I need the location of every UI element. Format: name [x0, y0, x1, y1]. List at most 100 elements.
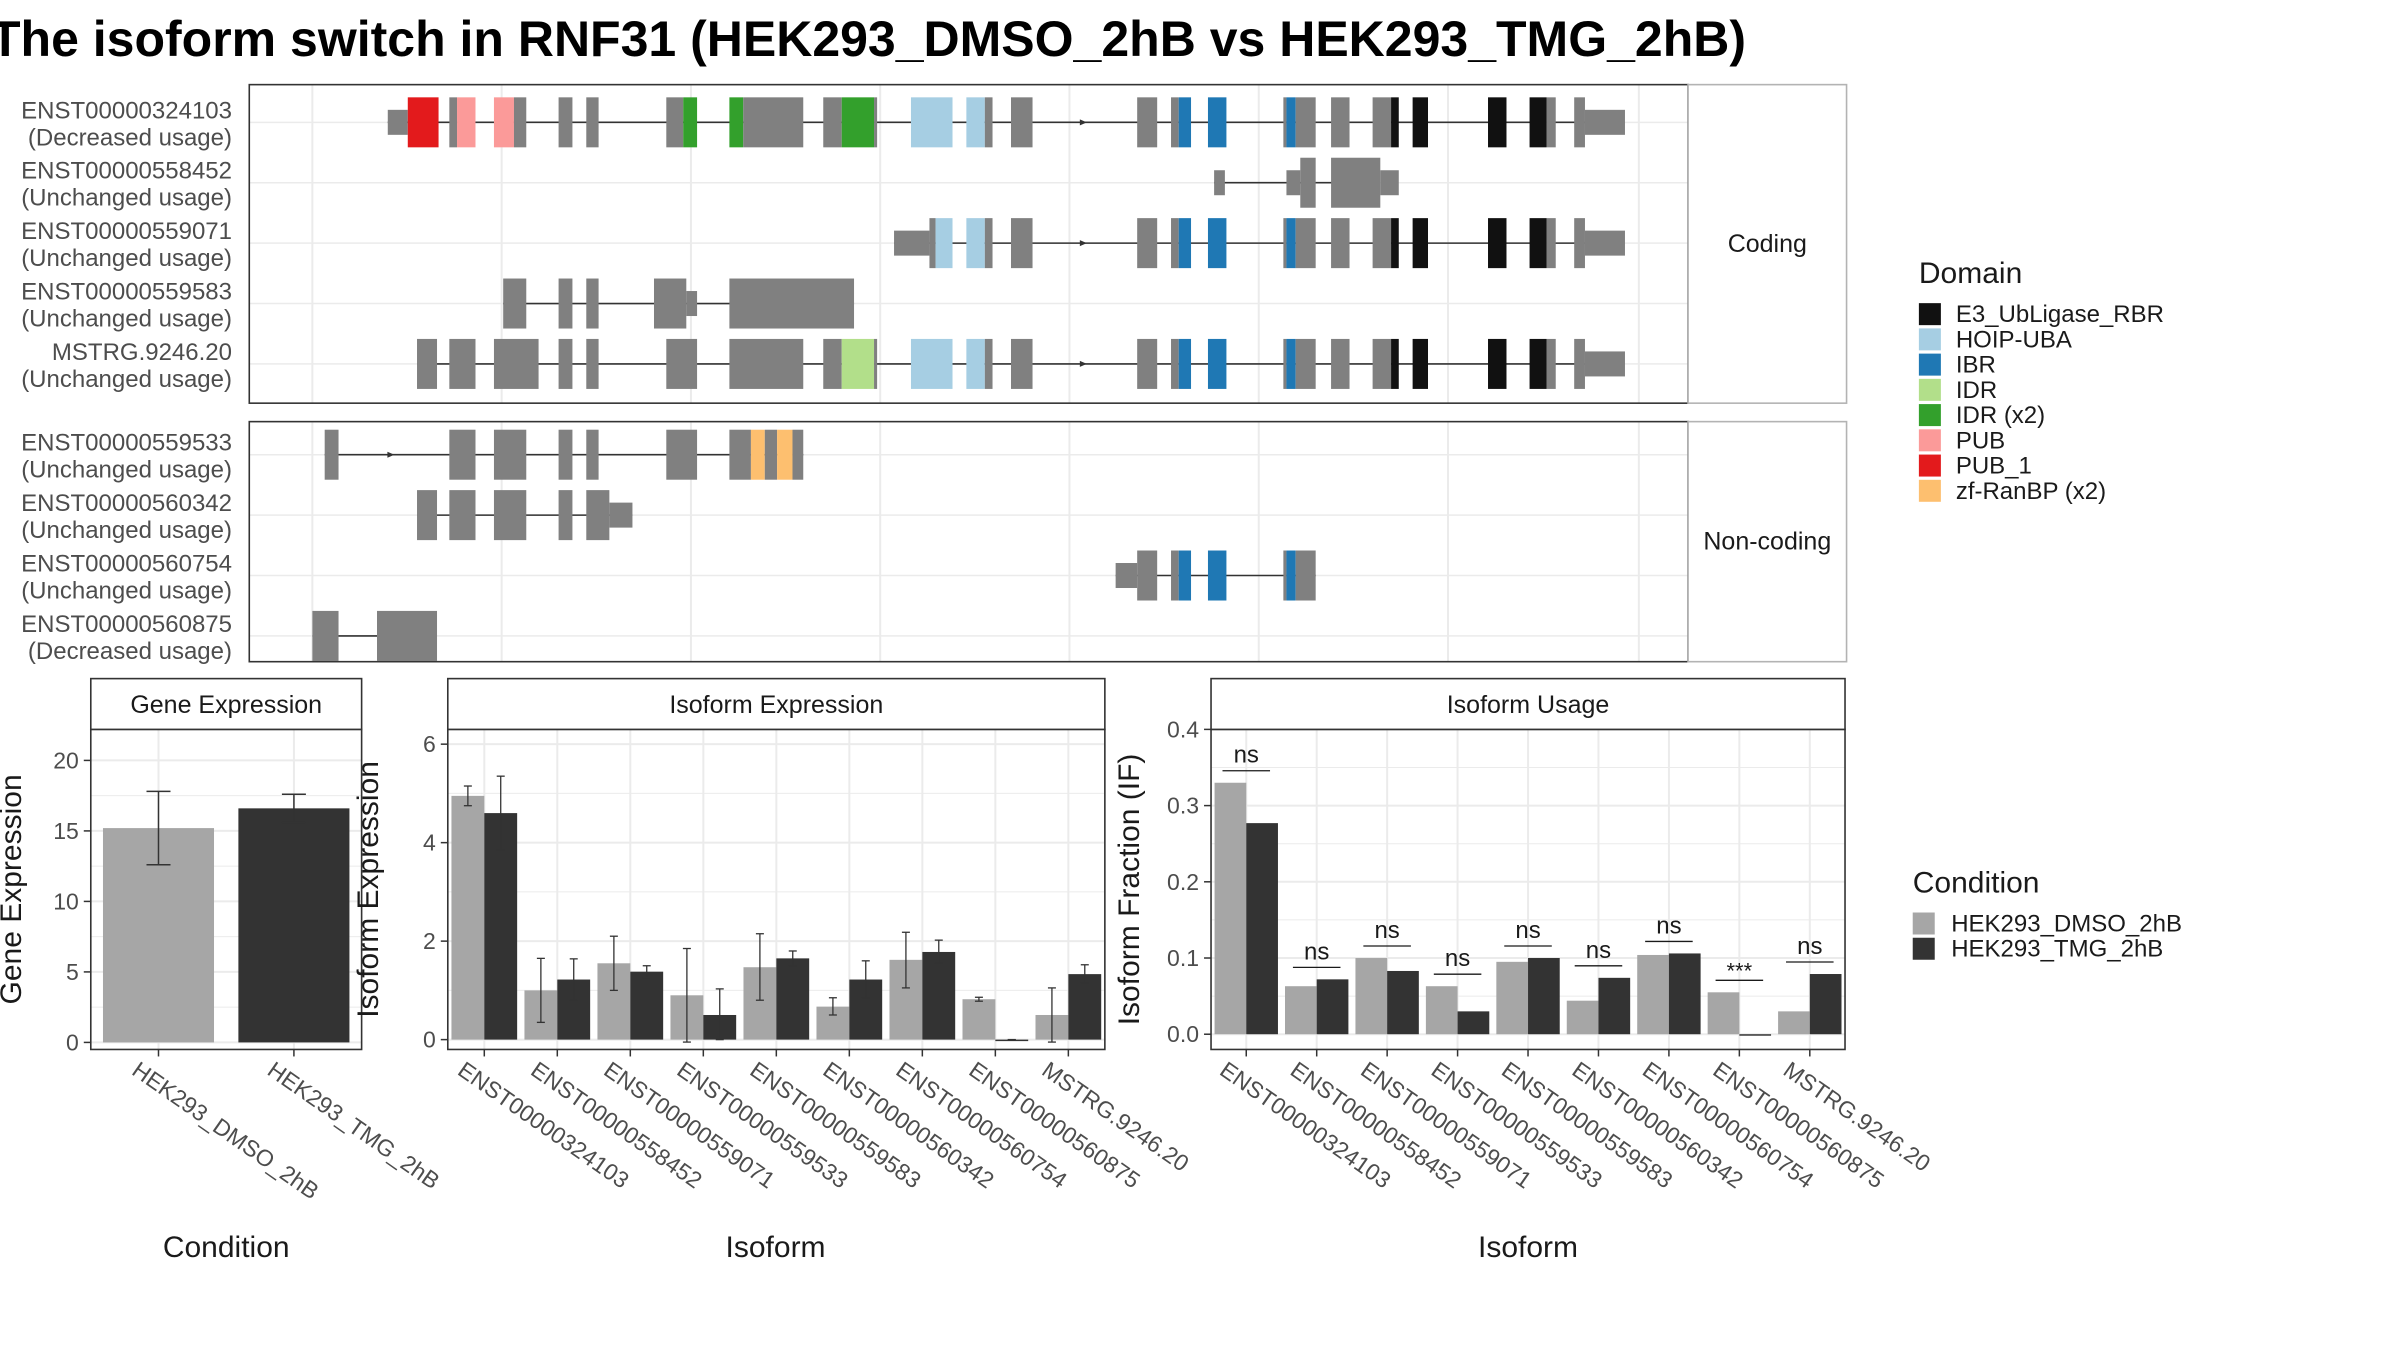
condition-legend-title: Condition [1913, 867, 2040, 900]
exon [1574, 338, 1585, 389]
exon [894, 230, 930, 256]
transcript-row-ENST00000560875: ENST00000560875(Decreased usage) [21, 610, 438, 665]
significance-label: ns [1374, 917, 1399, 944]
exon [449, 429, 476, 480]
domain-exon [1286, 218, 1296, 269]
domain-exon [1412, 97, 1429, 148]
chart-title: Gene Expression [130, 691, 322, 719]
transcript-row-ENST00000559533: ENST00000559533(Unchanged usage) [21, 429, 804, 484]
transcript-id-label: ENST00000558452 [21, 158, 232, 185]
domain-exon [1178, 338, 1192, 389]
domain-legend-label: IBR [1956, 352, 1996, 379]
domain-exon [910, 338, 953, 389]
bar-HEK293_TMG_2hB-ENST00000324103 [484, 813, 518, 1040]
bar-HEK293_TMG_2hB-ENST00000559533 [1457, 1011, 1490, 1035]
domain-exon [1178, 97, 1192, 148]
exon [1286, 170, 1301, 196]
exon [513, 97, 527, 148]
usage-label: (Unchanged usage) [21, 185, 232, 212]
domain-exon [493, 97, 514, 148]
y-tick-label: 0.1 [1167, 945, 1199, 971]
exon [449, 338, 476, 389]
exon [1137, 338, 1158, 389]
domain-exon [1412, 338, 1429, 389]
exon [493, 490, 527, 541]
y-tick-label: 4 [423, 830, 436, 856]
exon [503, 278, 527, 329]
exon [586, 338, 599, 389]
bar-HEK293_DMSO_2hB-ENST00000559071 [1355, 958, 1388, 1035]
exon [558, 490, 573, 541]
exon [1171, 218, 1179, 269]
exon [493, 429, 527, 480]
expression-charts: Gene Expression05101520HEK293_DMSO_2hBHE… [0, 677, 1935, 1264]
bar-HEK293_TMG_2hB-ENST00000559071 [630, 971, 664, 1040]
exon [586, 429, 599, 480]
domain-exon [729, 97, 744, 148]
usage-label: (Unchanged usage) [21, 366, 232, 393]
bar-HEK293_TMG_2hB-ENST00000560875 [1739, 1034, 1772, 1036]
y-tick-label: 0.0 [1167, 1021, 1199, 1047]
usage-label: (Unchanged usage) [21, 245, 232, 272]
domain-exon [841, 338, 875, 389]
transcript-id-label: ENST00000559533 [21, 430, 232, 457]
exon [558, 338, 573, 389]
transcript-id-label: MSTRG.9246.20 [52, 339, 232, 366]
exon [743, 97, 804, 148]
domain-exon [1529, 97, 1547, 148]
exon [874, 338, 878, 389]
transcript-row-ENST00000558452: ENST00000558452(Unchanged usage) [21, 157, 1399, 212]
domain-exon [1207, 550, 1227, 601]
domain-exon [1207, 97, 1227, 148]
domain-exon [1488, 338, 1507, 389]
bar-HEK293_TMG_2hB [238, 808, 350, 1043]
exon [984, 338, 993, 389]
bar-HEK293_DMSO_2hB-ENST00000560754 [1637, 954, 1669, 1035]
domain-legend-label: IDR [1956, 377, 1997, 404]
domain-exon [966, 97, 985, 148]
transcript-row-ENST00000559583: ENST00000559583(Unchanged usage) [21, 278, 855, 333]
domain-exon [1178, 550, 1192, 601]
domain-exon [1391, 97, 1399, 148]
y-tick-label: 0 [66, 1029, 79, 1055]
exon [586, 278, 599, 329]
exon [558, 97, 573, 148]
exon [1331, 157, 1381, 208]
bar-HEK293_TMG_2hB-ENST00000559071 [1387, 970, 1419, 1035]
transcript-id-label: ENST00000559583 [21, 279, 232, 306]
usage-label: (Unchanged usage) [21, 517, 232, 544]
domain-exon [1488, 97, 1507, 148]
bar-HEK293_DMSO_2hB-ENST00000559583 [1496, 961, 1529, 1035]
bar-HEK293_TMG_2hB-ENST00000559583 [776, 958, 810, 1040]
exon [1283, 338, 1287, 389]
figure-title: The isoform switch in RNF31 (HEK293_DMSO… [0, 11, 1746, 67]
exon [984, 218, 993, 269]
exon [609, 502, 633, 528]
domain-exon [683, 97, 698, 148]
chart-3: ns ns ns ns ns ns ns *** ns Isoform Usage 0.0 0.1 0.… [1113, 677, 1935, 1264]
bar-HEK293_DMSO_2hB-ENST00000560875 [1707, 992, 1740, 1035]
chart-strip [1210, 677, 1846, 731]
domain-exon [1286, 97, 1296, 148]
exon [1295, 550, 1316, 601]
exon [1010, 97, 1033, 148]
y-tick-label: 0.4 [1167, 716, 1199, 742]
domain-exon [935, 218, 953, 269]
domain-exon [407, 97, 439, 148]
domain-exon [1391, 338, 1399, 389]
exon [1546, 338, 1556, 389]
exon [729, 429, 751, 480]
x-axis-title: Isoform [726, 1231, 826, 1264]
exon [666, 97, 684, 148]
y-tick-label: 2 [423, 928, 436, 954]
y-axis-title: Gene Expression [0, 774, 28, 1004]
exon [1584, 351, 1625, 377]
exon [1372, 218, 1392, 269]
bar-HEK293_DMSO_2hB-ENST00000324103 [1214, 782, 1247, 1035]
exon [1546, 97, 1556, 148]
condition-legend-label: HEK293_DMSO_2hB [1951, 911, 2182, 938]
domain-legend-key [1918, 378, 1941, 401]
noncoding-strip-label: Non-coding [1703, 528, 1831, 556]
